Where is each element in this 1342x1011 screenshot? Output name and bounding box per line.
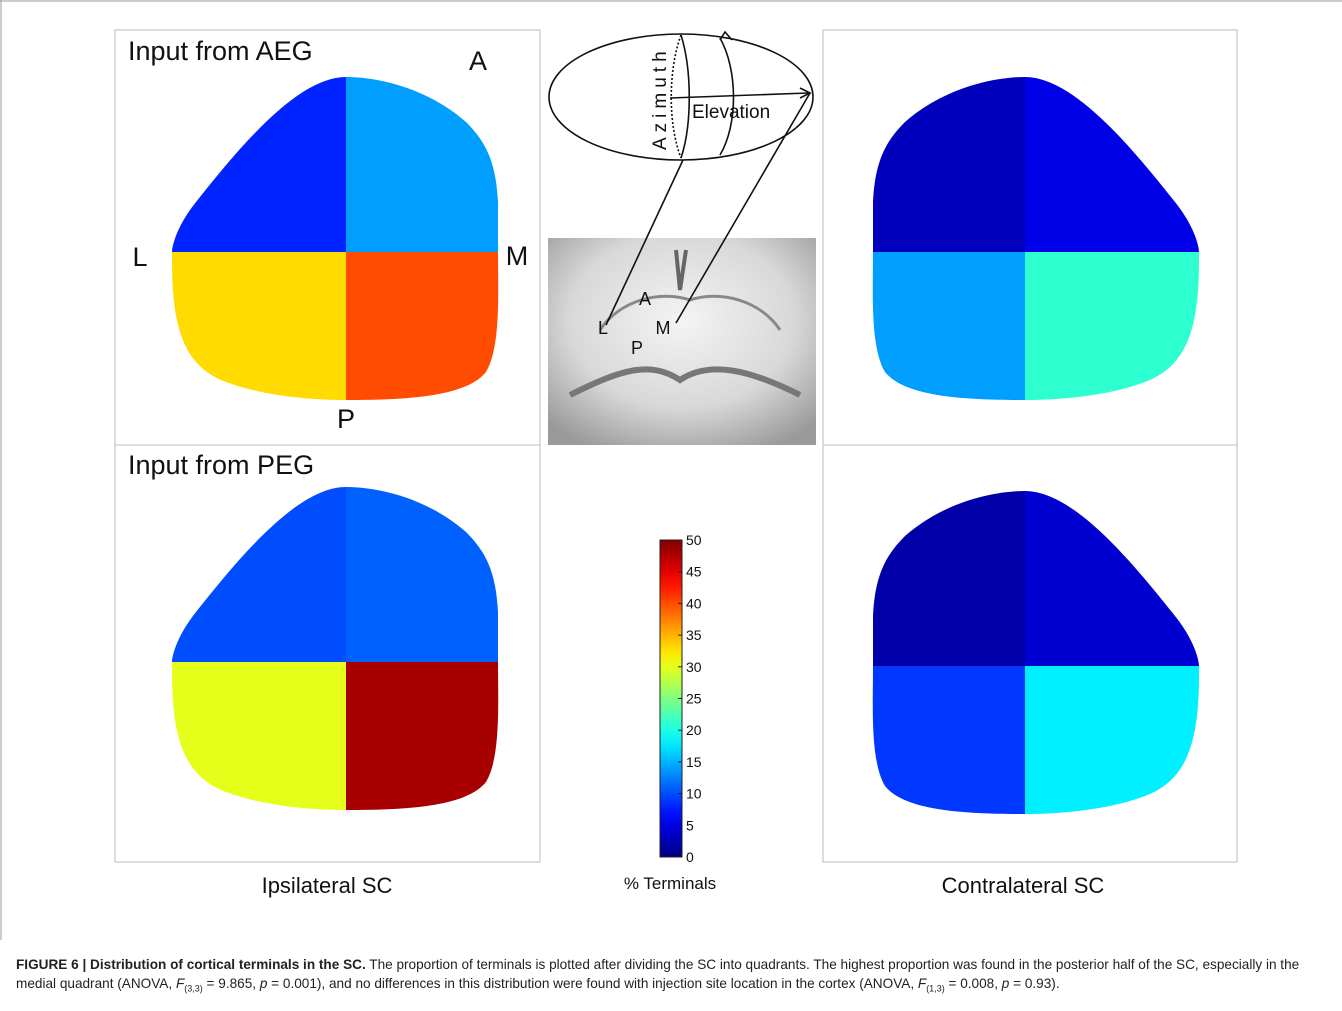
orientation-label: A xyxy=(469,46,487,76)
colorbar-tick-label: 50 xyxy=(686,532,702,548)
orientation-label: L xyxy=(132,242,147,272)
caption-title: FIGURE 6 | Distribution of cortical term… xyxy=(16,957,366,972)
panel-title: Input from PEG xyxy=(128,450,314,480)
sc-map xyxy=(825,52,1225,452)
caption-text: F xyxy=(176,976,184,991)
quadrant xyxy=(1025,466,1225,666)
quadrant xyxy=(146,662,346,862)
quadrant xyxy=(346,52,546,252)
photo-label: A xyxy=(639,289,651,309)
quadrant xyxy=(346,662,546,862)
colorbar-tick-label: 20 xyxy=(686,722,702,738)
caption: FIGURE 6 | Distribution of cortical term… xyxy=(16,955,1326,999)
sc-map xyxy=(825,466,1225,866)
colorbar-tick-label: 30 xyxy=(686,659,702,675)
photo-label: L xyxy=(598,318,608,338)
quadrant xyxy=(825,252,1025,452)
quadrant xyxy=(1025,52,1225,252)
colorbar-tick-label: 25 xyxy=(686,691,702,707)
orientation-label: P xyxy=(337,404,355,434)
colorbar-tick-label: 40 xyxy=(686,595,702,611)
quadrant xyxy=(1025,666,1225,866)
caption-text: (3,3) xyxy=(184,984,203,994)
quadrant xyxy=(825,52,1025,252)
colorbar-tick-label: 15 xyxy=(686,754,702,770)
panel-title: Input from AEG xyxy=(128,36,313,66)
caption-text: = 0.93). xyxy=(1009,976,1059,991)
sc-map xyxy=(146,462,546,862)
figure-graphics: Input from AEG Input from PEG A L M P Ip… xyxy=(0,0,1342,940)
schematic xyxy=(548,32,816,445)
quadrant xyxy=(146,252,346,452)
quadrant xyxy=(825,466,1025,666)
colorbar-tick-label: 5 xyxy=(686,817,694,833)
orientation-label: M xyxy=(506,241,529,271)
sc-map xyxy=(146,52,546,452)
caption-text: = 9.865, xyxy=(203,976,260,991)
schematic-label: Azimuth xyxy=(650,46,671,150)
quadrant xyxy=(825,666,1025,866)
quadrant xyxy=(146,462,346,662)
colorbar-tick-label: 10 xyxy=(686,786,702,802)
column-label: Ipsilateral SC xyxy=(262,873,393,898)
caption-text: (1,3) xyxy=(926,984,945,994)
photo-label: P xyxy=(631,338,643,358)
quadrant xyxy=(146,52,346,252)
quadrant xyxy=(346,462,546,662)
schematic-label: Elevation xyxy=(692,102,770,123)
figure: Input from AEG Input from PEG A L M P Ip… xyxy=(0,0,1342,1011)
quadrant xyxy=(1025,252,1225,452)
colorbar-label: % Terminals xyxy=(624,874,716,893)
photo-label: M xyxy=(656,318,671,338)
caption-text: = 0.001), and no differences in this dis… xyxy=(267,976,917,991)
colorbar-tick-label: 0 xyxy=(686,849,694,865)
quadrant xyxy=(346,252,546,452)
colorbar-tick-label: 35 xyxy=(686,627,702,643)
colorbar-tick-label: 45 xyxy=(686,564,702,580)
caption-text: F xyxy=(918,976,926,991)
column-label: Contralateral SC xyxy=(942,873,1105,898)
caption-text: = 0.008, xyxy=(945,976,1002,991)
